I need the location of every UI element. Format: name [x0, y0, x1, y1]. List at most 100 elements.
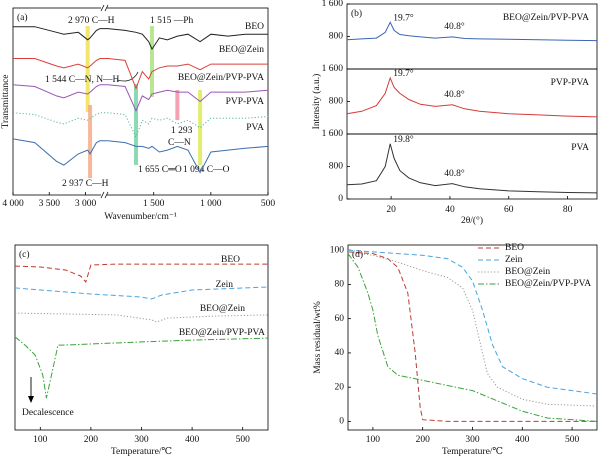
y-tick-label: 100 — [330, 245, 345, 255]
data-line — [347, 251, 598, 407]
peak-label: 19.7° — [393, 68, 414, 79]
series-label: Zein — [216, 280, 234, 290]
series-label: PVA — [246, 123, 264, 133]
panel-label: (d) — [352, 249, 363, 260]
x-tick-label: 40 — [445, 205, 455, 215]
peak-band — [88, 105, 93, 178]
data-line — [13, 58, 268, 90]
series-label: BEO@Zein — [200, 304, 245, 314]
x-tick-label: 1 500 — [143, 199, 165, 209]
y-tick-label: 1 600 — [322, 64, 344, 74]
x-tick-label: 20 — [386, 205, 396, 215]
series-label: PVP-PVA — [226, 97, 265, 107]
peak-label: 1 544 C—N, N—H — [45, 75, 120, 85]
data-line — [346, 21, 598, 42]
panel-label: (b) — [351, 8, 362, 19]
x-tick-label: 500 — [261, 199, 276, 209]
peak-label: 40.8° — [444, 168, 465, 179]
peak-label: 40.8° — [444, 21, 465, 32]
decalescence-arrowhead — [28, 396, 34, 403]
legend-label: BEO@Zein/PVP-PVA — [505, 279, 591, 289]
data-line — [347, 253, 598, 422]
peak-label: 19.8° — [393, 134, 414, 145]
x-tick-label: 4 000 — [2, 199, 24, 209]
axis-break-gap — [101, 193, 107, 197]
data-line — [346, 143, 598, 194]
panel-label: (c) — [19, 249, 30, 260]
axis-break-mark — [104, 191, 109, 199]
annotation: Decalescence — [22, 408, 74, 418]
peak-label: 1 094 C—O — [183, 165, 230, 175]
y-tick-label: 40 — [335, 348, 345, 358]
peak-band — [150, 26, 154, 97]
plot-frame — [12, 7, 269, 196]
x-tick-label: 100 — [33, 435, 48, 445]
peak-band — [85, 26, 90, 112]
peak-label: 1 293 — [171, 126, 193, 136]
axis-break-gap — [101, 6, 107, 10]
y-tick-label: 1 600 — [322, 129, 344, 139]
x-tick-label: 60 — [504, 205, 514, 215]
x-axis-label: Temperature/℃ — [111, 447, 173, 457]
y-tick-label: 800 — [329, 32, 344, 42]
peak-label: C—N — [168, 138, 191, 148]
x-tick-label: 200 — [416, 435, 431, 445]
x-tick-label: 200 — [84, 435, 99, 445]
series-label: BEO@Zein/PVP-PVA — [179, 328, 265, 338]
x-tick-label: 500 — [565, 435, 580, 445]
data-line — [14, 312, 269, 323]
peak-label: 40.8° — [444, 89, 465, 100]
y-tick-label: 0 — [339, 417, 344, 427]
data-line — [12, 84, 269, 113]
annotation-arrow — [116, 71, 139, 82]
data-line — [346, 76, 598, 118]
series-label: BEO@Zein — [219, 45, 264, 55]
data-line — [14, 286, 269, 300]
data-line — [12, 112, 269, 139]
axis-break-mark — [100, 4, 105, 12]
peak-label: 2 937 C—H — [62, 179, 109, 189]
x-tick-label: 3 500 — [39, 199, 61, 209]
peak-label: 1 655 C═O — [138, 165, 182, 175]
plot-frame — [346, 133, 598, 200]
x-tick-label: 400 — [185, 435, 200, 445]
data-line — [347, 251, 597, 422]
x-tick-label: 80 — [563, 205, 573, 215]
axis-break-mark — [100, 191, 105, 199]
series-label: BEO — [221, 255, 240, 265]
y-tick-label: 1 600 — [322, 0, 344, 9]
y-tick-label: 0 — [338, 194, 343, 204]
peak-label: 19.7° — [393, 12, 414, 23]
peak-band — [198, 90, 203, 165]
legend-label: Zein — [505, 255, 523, 265]
y-axis-label: Transmittance — [1, 74, 11, 128]
series-label: BEO@Zein/PVP-PVA — [178, 73, 264, 83]
y-tick-label: 800 — [329, 97, 344, 107]
y-axis-label: Intensity (a.u.) — [311, 74, 322, 130]
peak-label: 1 515 —Ph — [150, 16, 194, 26]
plot-frame — [347, 244, 598, 431]
x-tick-label: 100 — [366, 435, 381, 445]
x-tick-label: 300 — [134, 435, 149, 445]
legend-label: BEO@Zein — [505, 267, 550, 277]
data-line — [13, 26, 268, 51]
series-label: BEO — [245, 22, 264, 32]
data-line — [14, 336, 269, 399]
x-tick-label: 400 — [515, 435, 530, 445]
series-label: PVA — [571, 143, 589, 153]
data-line — [12, 138, 269, 174]
x-tick-label: 500 — [236, 435, 251, 445]
y-axis-label: Mass residual/wt% — [313, 301, 323, 374]
legend-label: BEO — [505, 243, 524, 253]
x-tick-label: 3 000 — [75, 199, 97, 209]
peak-band — [134, 84, 138, 165]
axis-break-mark — [104, 4, 109, 12]
data-line — [14, 263, 268, 284]
x-axis-label: Wavenumber/cm⁻¹ — [104, 212, 177, 222]
y-tick-label: 800 — [329, 162, 344, 172]
x-tick-label: 1 000 — [200, 199, 222, 209]
x-axis-label: Temperature/℃ — [442, 447, 504, 457]
series-label: BEO@Zein/PVP-PVA — [503, 13, 589, 23]
y-tick-label: 20 — [335, 382, 345, 392]
